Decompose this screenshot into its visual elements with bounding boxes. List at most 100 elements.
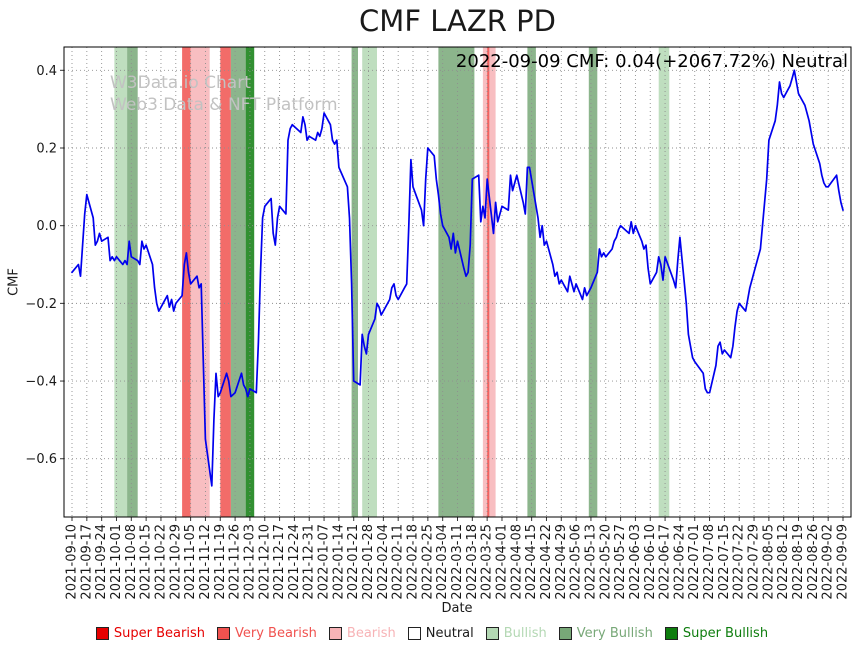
legend-item: Bearish — [328, 626, 396, 641]
x-tick-label: 2022-02-18 — [406, 524, 421, 600]
signal-band-very_bullish — [527, 47, 536, 517]
legend-swatch — [328, 627, 342, 640]
x-tick-label: 2022-03-25 — [480, 524, 495, 600]
x-tick-label: 2021-10-08 — [124, 524, 139, 600]
signal-band-very_bearish — [220, 47, 231, 517]
x-tick-label: 2021-10-01 — [109, 524, 124, 600]
x-tick-label: 2022-08-05 — [761, 524, 776, 600]
y-tick-label: −0.4 — [25, 375, 57, 390]
x-tick-label: 2022-08-26 — [806, 524, 821, 600]
x-tick-label: 2022-07-29 — [747, 524, 762, 600]
legend-swatch — [95, 627, 109, 640]
x-tick-label: 2021-11-19 — [213, 524, 228, 600]
x-tick-label: 2022-06-03 — [628, 524, 643, 600]
x-tick-label: 2022-05-27 — [613, 524, 628, 600]
signal-band-very_bullish — [127, 47, 138, 517]
legend-swatch — [558, 627, 572, 640]
y-tick-label: −0.6 — [25, 452, 57, 467]
legend-item: Super Bullish — [664, 626, 769, 641]
y-tick-label: 0.0 — [36, 219, 57, 234]
x-tick-label: 2022-02-25 — [420, 524, 435, 600]
x-tick-label: 2022-07-08 — [702, 524, 717, 600]
x-tick-label: 2021-10-29 — [168, 524, 183, 600]
signal-band-very_bullish — [351, 47, 358, 517]
watermark-line-1: W3Data.io Chart — [110, 73, 251, 93]
x-tick-label: 2022-06-17 — [658, 524, 673, 600]
signal-band-very_bullish — [438, 47, 475, 517]
x-tick-label: 2021-11-05 — [183, 524, 198, 600]
y-tick-label: 0.4 — [36, 64, 57, 79]
x-tick-label: 2021-11-12 — [198, 524, 213, 600]
x-tick-label: 2022-07-01 — [687, 524, 702, 600]
x-tick-label: 2021-12-17 — [272, 524, 287, 600]
x-tick-label: 2022-05-06 — [569, 524, 584, 600]
signal-band-super_bullish — [245, 47, 255, 517]
x-tick-label: 2021-09-24 — [94, 524, 109, 600]
x-tick-label: 2022-01-21 — [346, 524, 361, 600]
signal-band-bullish — [114, 47, 128, 517]
x-tick-label: 2021-12-24 — [287, 524, 302, 600]
x-tick-label: 2021-12-31 — [302, 524, 317, 600]
chart-title: CMF LAZR PD — [359, 4, 556, 38]
x-tick-label: 2022-08-12 — [776, 524, 791, 600]
x-tick-label: 2022-07-22 — [732, 524, 747, 600]
watermark: W3Data.io Chart Web3 Data & NFT Platform — [110, 72, 338, 116]
legend-label: Neutral — [425, 626, 474, 641]
y-tick-label: 0.2 — [36, 141, 57, 156]
legend-label: Very Bearish — [235, 626, 317, 641]
x-tick-label: 2021-10-15 — [139, 524, 154, 600]
x-tick-label: 2021-12-03 — [242, 524, 257, 600]
x-tick-label: 2021-12-10 — [257, 524, 272, 600]
cmf-line — [71, 69, 844, 487]
legend-item: Bullish — [485, 626, 547, 641]
legend-item: Very Bullish — [558, 626, 653, 641]
x-tick-label: 2021-10-22 — [153, 524, 168, 600]
legend-label: Very Bullish — [576, 626, 653, 641]
signal-band-bullish — [362, 47, 377, 517]
legend-swatch — [485, 627, 499, 640]
signal-band-very_bullish — [230, 47, 246, 517]
y-axis-label: CMF — [6, 268, 22, 296]
x-tick-label: 2022-03-18 — [465, 524, 480, 600]
signal-band-very_bearish — [487, 47, 490, 517]
plot-border — [63, 46, 852, 518]
legend-label: Super Bearish — [113, 626, 205, 641]
signal-band-very_bearish — [182, 47, 191, 517]
x-axis-label: Date — [441, 601, 473, 616]
x-tick-label: 2022-04-15 — [524, 524, 539, 600]
legend-label: Bullish — [503, 626, 547, 641]
y-tick-label: −0.2 — [25, 297, 57, 312]
x-tick-label: 2022-04-08 — [509, 524, 524, 600]
x-tick-label: 2022-09-02 — [821, 524, 836, 600]
x-tick-label: 2022-02-04 — [376, 524, 391, 600]
x-tick-label: 2022-01-28 — [361, 524, 376, 600]
x-tick-label: 2022-04-22 — [539, 524, 554, 600]
x-tick-label: 2022-07-15 — [717, 524, 732, 600]
x-tick-label: 2022-06-10 — [643, 524, 658, 600]
x-tick-label: 2021-11-26 — [228, 524, 243, 600]
legend-item: Neutral — [407, 626, 474, 641]
legend: Super Bearish Very Bearish Bearish Neutral B… — [0, 626, 864, 641]
x-tick-label: 2022-05-20 — [598, 524, 613, 600]
x-tick-label: 2022-04-01 — [494, 524, 509, 600]
x-tick-label: 2022-03-11 — [450, 524, 465, 600]
watermark-line-2: Web3 Data & NFT Platform — [110, 95, 338, 115]
x-tick-label: 2021-09-10 — [65, 524, 80, 600]
legend-swatch — [217, 627, 230, 640]
x-tick-label: 2022-08-19 — [791, 524, 806, 600]
x-tick-label: 2021-09-17 — [79, 524, 94, 600]
signal-band-bullish — [658, 47, 670, 517]
legend-swatch — [407, 627, 421, 640]
x-tick-label: 2022-01-14 — [331, 524, 346, 600]
legend-label: Bearish — [346, 626, 396, 641]
legend-label: Super Bullish — [682, 626, 769, 641]
x-tick-label: 2022-06-24 — [672, 524, 687, 600]
x-tick-label: 2022-04-29 — [554, 524, 569, 600]
x-tick-label: 2022-02-11 — [391, 524, 406, 600]
legend-item: Very Bearish — [217, 626, 317, 641]
x-tick-label: 2022-01-07 — [317, 524, 332, 600]
legend-item: Super Bearish — [95, 626, 205, 641]
legend-swatch — [664, 627, 678, 640]
